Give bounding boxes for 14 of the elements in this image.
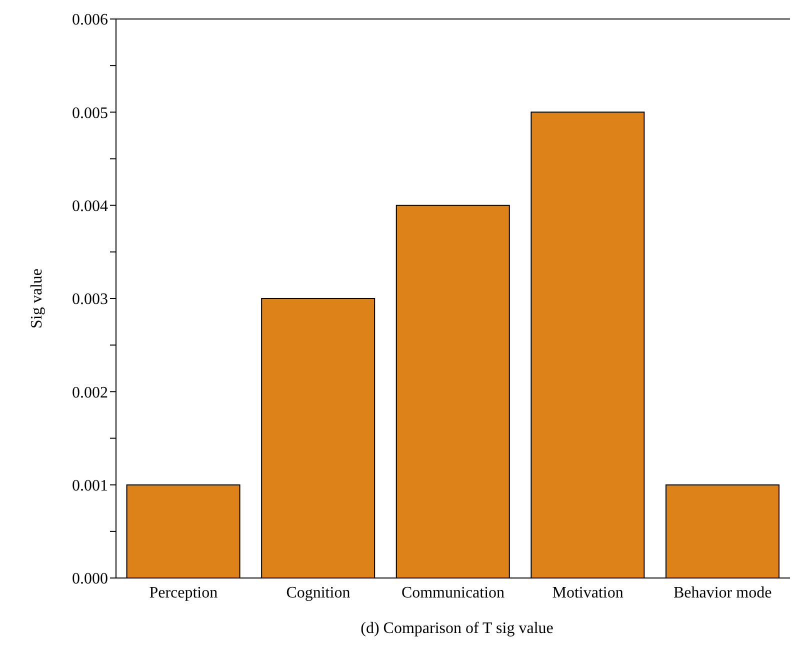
y-tick-label: 0.000 — [72, 570, 108, 588]
x-tick-label: Motivation — [552, 584, 624, 602]
y-tick-label: 0.004 — [72, 198, 108, 216]
x-tick-label: Perception — [149, 584, 218, 602]
y-axis-title: Sig value — [28, 268, 46, 328]
x-tick-label: Communication — [401, 584, 505, 602]
y-tick-label: 0.001 — [72, 478, 108, 495]
y-tick-label: 0.006 — [72, 12, 108, 29]
y-tick-label: 0.003 — [72, 291, 108, 308]
y-tick-label: 0.005 — [72, 104, 108, 122]
y-tick-label: 0.002 — [72, 384, 108, 402]
text: (d) Comparison of T sig value — [360, 620, 554, 638]
x-tick-label: Behavior mode — [674, 584, 772, 602]
x-tick-label: Cognition — [286, 584, 350, 602]
